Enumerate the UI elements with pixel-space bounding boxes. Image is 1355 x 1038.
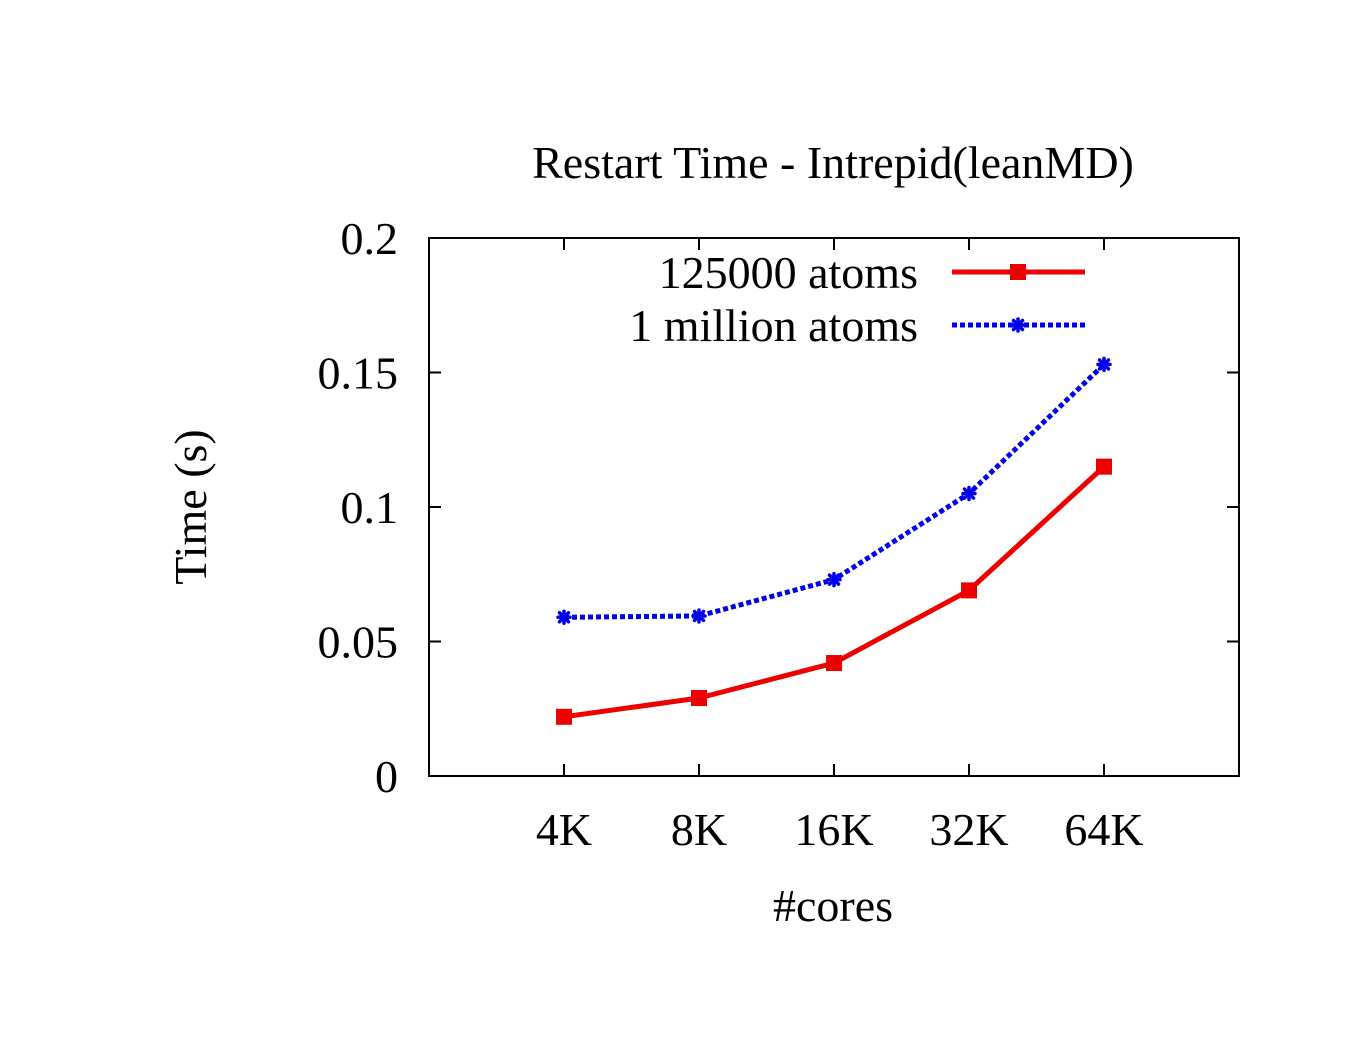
legend-label: 1 million atoms	[629, 300, 918, 351]
y-tick-label: 0.2	[341, 213, 399, 264]
series-2	[556, 356, 1112, 626]
y-tick-label: 0.15	[318, 348, 399, 399]
axis-ticks: 0 0.05 0.1 0.15 0.2 4K 8K 16K 32K 64K	[318, 213, 1239, 855]
data-point	[826, 571, 842, 588]
data-point	[826, 655, 842, 672]
data-point	[556, 708, 572, 725]
x-tick-label: 64K	[1064, 804, 1143, 855]
x-tick-label: 32K	[929, 804, 1008, 855]
data-point	[1010, 317, 1026, 333]
data-point	[961, 485, 977, 502]
series-1	[556, 458, 1112, 725]
series-line	[563, 464, 1106, 720]
y-tick-label: 0.1	[341, 482, 399, 533]
chart-title: Restart Time - Intrepid(leanMD)	[532, 137, 1134, 188]
legend-entry: 125000 atoms	[659, 247, 1085, 298]
x-tick-label: 8K	[671, 804, 727, 855]
x-tick-label: 4K	[536, 804, 592, 855]
data-point	[556, 609, 572, 626]
x-axis-label: #cores	[773, 880, 893, 931]
data-point	[691, 608, 707, 624]
y-tick-label: 0	[375, 751, 398, 802]
x-tick-label: 16K	[794, 804, 873, 855]
y-tick-label: 0.05	[318, 617, 399, 668]
data-point	[691, 689, 707, 706]
legend-label: 125000 atoms	[659, 247, 918, 298]
legend-entry: 1 million atoms	[629, 300, 1085, 351]
series-layer	[556, 356, 1112, 725]
data-point	[1096, 356, 1112, 373]
data-point	[961, 582, 977, 599]
y-axis-label: Time (s)	[165, 429, 216, 585]
data-point	[1010, 264, 1026, 280]
data-point	[1096, 458, 1112, 475]
